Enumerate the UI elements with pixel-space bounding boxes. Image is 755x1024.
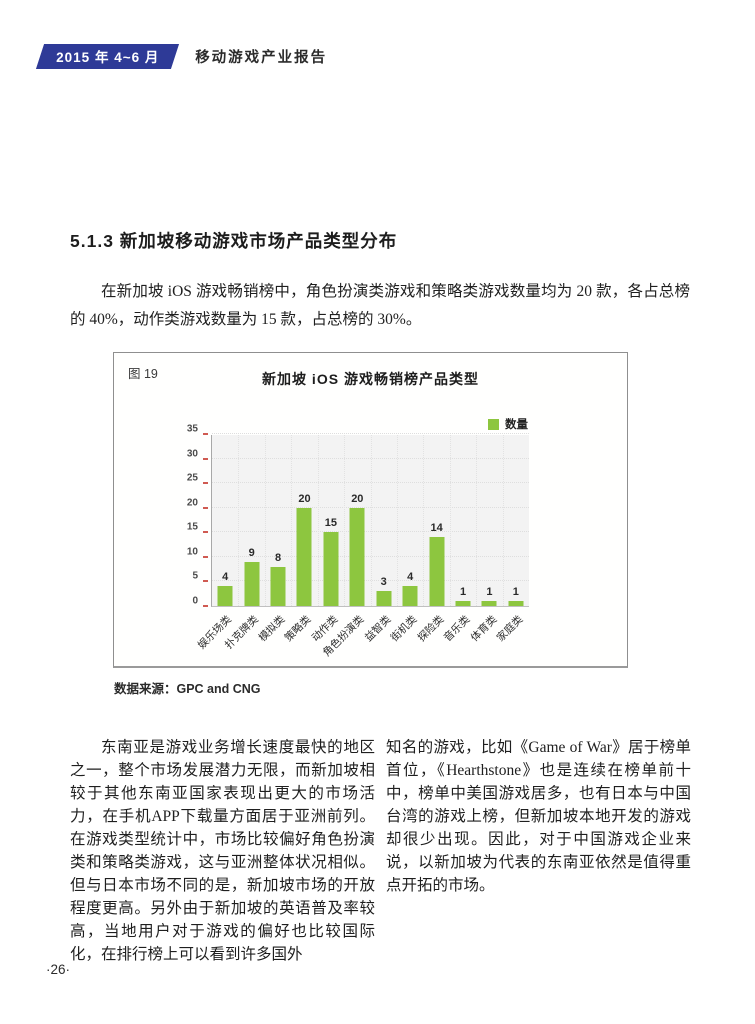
y-tick-label: 15 [186,521,198,533]
y-tick-mark [203,555,208,558]
bar [481,601,497,606]
y-tick-mark [203,506,208,509]
y-tick-mark [203,482,208,485]
bar [217,586,233,606]
gridline-v [370,435,372,606]
bar-column: 1 [476,435,502,606]
period-badge: 2015 年 4~6 月 [35,44,180,69]
bar-column: 4 [397,435,423,606]
bar-column: 1 [503,435,529,606]
gridline-h [212,433,529,434]
bar-value-label: 1 [486,586,493,599]
bar-column: 1 [450,435,476,606]
bar [323,532,339,606]
category-cell: 家庭类 [495,608,530,662]
period-badge-label: 2015 年 4~6 月 [56,50,160,65]
y-tick-label: 25 [186,472,198,484]
bar-column: 4 [212,435,238,606]
bar-value-label: 1 [459,586,467,599]
gridline-v [449,435,451,606]
bar-value-label: 3 [380,576,387,589]
y-tick-label: 35 [186,423,198,435]
intro-paragraph: 在新加坡 iOS 游戏畅销榜中，角色扮演类游戏和策略类游戏数量均为 20 款，各… [70,283,690,328]
bar-value-label: 14 [430,522,443,535]
chart-y-axis: 0 5 10 15 20 25 30 35 [114,424,210,607]
chart-legend: 数量 [488,416,528,432]
chart-x-axis-labels: 娱乐场类 扑克牌类 模拟类 策略类 动作类 角色扮演类 益智类 街机类 探险类 音乐类 体育类 家庭类 [196,608,530,662]
gridline-v [238,435,240,606]
gridline-v [423,435,425,606]
figure-number-label: 图 19 [128,367,158,381]
gridline-v [291,435,293,606]
bar-value-label: 1 [512,586,519,599]
body-column-left: 东南亚是游戏业务增长速度最快的地区之一，整个市场发展潜力无限，而新加坡相较于其他… [70,739,375,963]
gridline-v [264,435,266,606]
body-column-right: 知名的游戏，比如《Game of War》居于榜单首位，《Hearthstone… [386,739,691,894]
bar [244,561,260,606]
report-header: 2015 年 4~6 月 移动游戏产业报告 [35,44,328,69]
bar-column: 20 [291,435,317,606]
bar-column: 15 [318,435,344,606]
bar-column: 3 [371,435,397,606]
gridline-v [317,435,319,606]
y-tick-mark [203,605,208,607]
legend-swatch-icon [488,418,499,430]
legend-label: 数量 [505,419,528,431]
bar [429,537,445,606]
section-title: 5.1.3 新加坡移动游戏市场产品类型分布 [70,231,398,251]
bar [376,591,392,606]
gridline-v [502,435,504,606]
bar [349,507,365,606]
y-tick-mark [203,433,208,435]
report-title: 移动游戏产业报告 [195,50,328,66]
bar-value-label: 9 [248,546,255,559]
gridline-v [476,435,478,606]
y-tick-label: 20 [186,497,198,509]
bar-value-label: 4 [407,571,414,584]
bar [455,601,471,606]
y-tick-mark [203,457,208,460]
chart-title: 新加坡 iOS 游戏畅销榜产品类型 [262,371,479,387]
bar-column: 8 [265,435,291,606]
bar-value-label: 4 [222,571,229,584]
bar [508,601,524,606]
bar-column: 20 [344,435,370,606]
page-number: ·26· [46,962,71,977]
y-tick-label: 30 [186,448,198,460]
bar-value-label: 20 [351,492,364,505]
bar-column: 9 [238,435,264,606]
data-source: 数据来源：GPC and CNG [114,682,261,696]
bar-columns: 4 9 8 20 15 20 3 4 14 1 1 1 [212,435,529,606]
figure-19-chart: 图 19 新加坡 iOS 游戏畅销榜产品类型 数量 0 5 10 15 20 25 30 35… [113,352,628,668]
bar-column: 14 [423,435,449,606]
bar-value-label: 15 [324,517,338,530]
y-tick-mark [203,580,208,583]
bar-value-label: 8 [274,551,282,564]
y-tick-label: 0 [192,595,198,607]
y-tick-label: 10 [186,546,198,558]
bar [296,507,312,606]
bar-value-label: 20 [298,492,311,505]
bar [402,586,418,606]
gridline-v [344,435,346,606]
y-tick-mark [203,531,208,534]
y-tick-label: 5 [192,570,198,582]
bar [270,566,286,606]
chart-plot: 4 9 8 20 15 20 3 4 14 1 1 1 [211,433,529,607]
gridline-v [396,435,398,606]
